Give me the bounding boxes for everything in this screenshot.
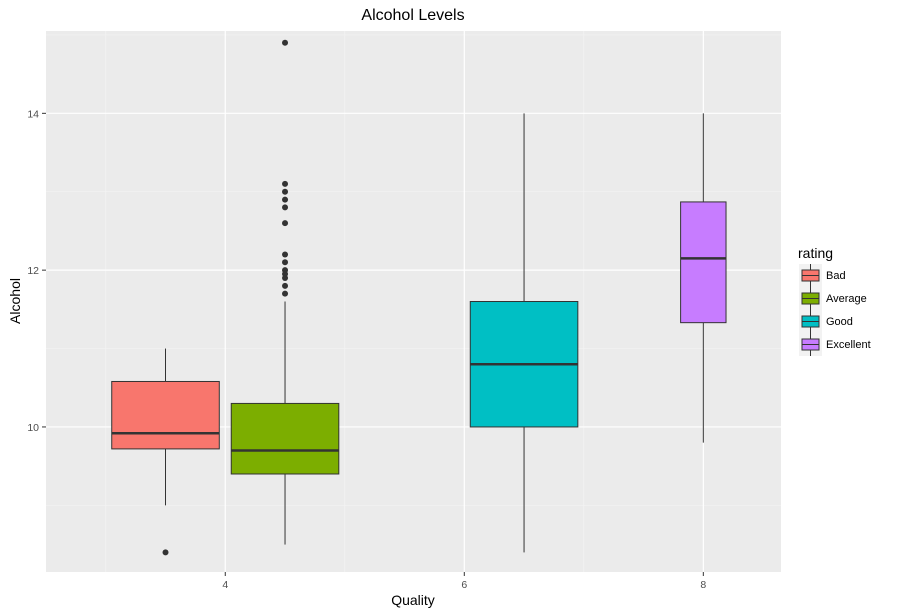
outlier-point-average — [282, 188, 289, 195]
legend-label-average: Average — [826, 293, 867, 305]
legend-label-excellent: Excellent — [826, 339, 871, 351]
legend: rating Bad Average Good Excellent — [798, 245, 871, 356]
x-axis: 4 6 8 — [222, 572, 706, 591]
outlier-point-average — [282, 267, 289, 274]
outlier-point-average — [282, 196, 289, 203]
x-tick-label: 4 — [222, 579, 228, 591]
outlier-point-bad — [162, 549, 169, 556]
box-good — [469, 113, 579, 553]
outlier-point-average — [282, 39, 289, 46]
legend-item-average: Average — [799, 287, 867, 310]
legend-item-good: Good — [799, 310, 853, 333]
box-rect-bad — [111, 380, 220, 450]
chart-title: Alcohol Levels — [361, 7, 464, 24]
box-rect-excellent — [680, 201, 727, 324]
legend-item-bad: Bad — [799, 264, 846, 287]
y-tick-label: 14 — [27, 108, 39, 120]
outlier-point-average — [282, 180, 289, 187]
x-tick-label: 8 — [700, 579, 706, 591]
box-average — [230, 39, 340, 545]
box-bad — [111, 348, 220, 556]
x-axis-label: Quality — [391, 592, 435, 608]
legend-item-excellent: Excellent — [799, 333, 871, 356]
legend-label-bad: Bad — [826, 270, 846, 282]
outlier-point-average — [282, 251, 289, 258]
box-series — [111, 39, 727, 556]
box-rect-average — [230, 402, 340, 475]
box-excellent — [680, 113, 727, 443]
y-tick-label: 10 — [27, 422, 39, 434]
legend-label-good: Good — [826, 316, 853, 328]
y-tick-label: 12 — [27, 265, 39, 277]
outlier-point-average — [282, 290, 289, 297]
outlier-point-average — [282, 204, 289, 211]
y-axis-label: Alcohol — [7, 278, 23, 324]
outlier-point-average — [282, 282, 289, 289]
legend-title: rating — [798, 245, 833, 261]
x-tick-label: 6 — [461, 579, 467, 591]
y-axis: 10 12 14 — [27, 108, 46, 434]
outlier-point-average — [282, 220, 289, 227]
outlier-point-average — [282, 259, 289, 266]
plot-panel — [46, 31, 781, 572]
